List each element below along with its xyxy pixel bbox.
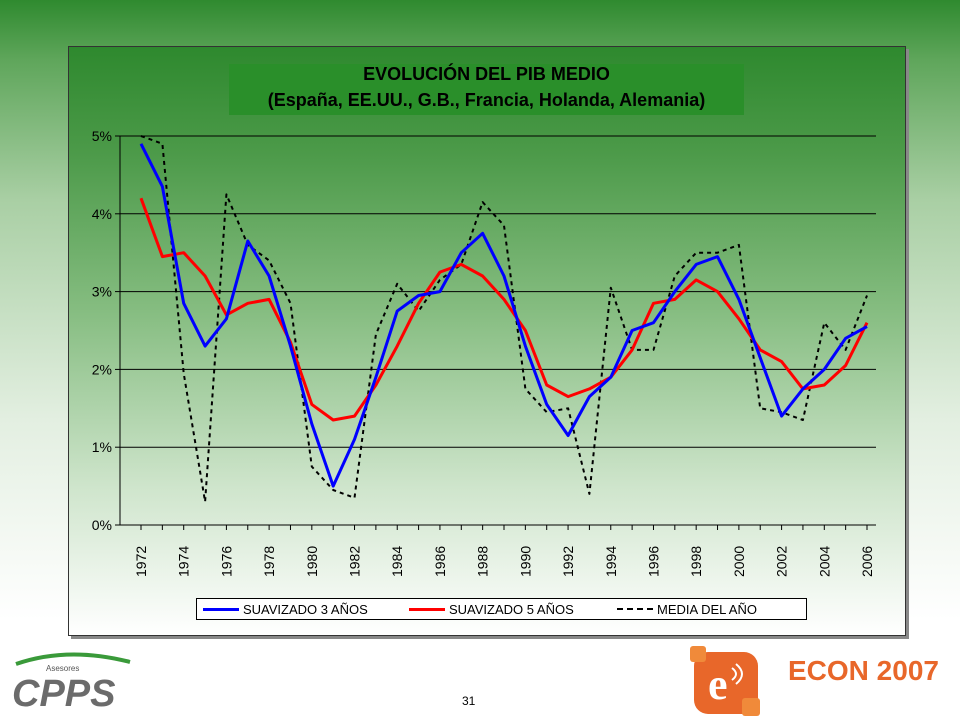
econ-wordmark: ECON 2007 bbox=[788, 655, 939, 686]
chart-title: EVOLUCIÓN DEL PIB MEDIO bbox=[363, 64, 610, 84]
chart-title-box bbox=[229, 64, 744, 115]
legend-label-3y: SUAVIZADO 3 AÑOS bbox=[243, 601, 368, 617]
x-tick-label: 1990 bbox=[517, 546, 533, 577]
cpps-caption: Asesores bbox=[46, 664, 79, 673]
series-line-5y bbox=[139, 197, 869, 422]
x-tick-label: 2004 bbox=[816, 546, 832, 577]
econ-badge-corner bbox=[690, 646, 706, 662]
x-tick-label: 2006 bbox=[859, 546, 875, 577]
x-tick-label: 1992 bbox=[560, 546, 576, 577]
x-tick-label: 1982 bbox=[347, 546, 363, 577]
chart-legend: SUAVIZADO 3 AÑOS SUAVIZADO 5 AÑOS MEDIA … bbox=[196, 598, 807, 620]
x-tick-label: 1998 bbox=[688, 546, 704, 577]
cpps-wordmark: CPPS bbox=[12, 673, 115, 714]
legend-swatch-5y bbox=[409, 607, 445, 611]
series-line-3y bbox=[139, 143, 868, 488]
legend-label-5y: SUAVIZADO 5 AÑOS bbox=[449, 601, 574, 617]
y-tick-label: 3% bbox=[92, 284, 112, 300]
cpps-arc bbox=[15, 652, 131, 666]
page-number: 31 bbox=[462, 694, 476, 708]
legend-item-3y: SUAVIZADO 3 AÑOS bbox=[203, 599, 368, 619]
signal-icon bbox=[731, 663, 743, 685]
series-line-media bbox=[140, 135, 868, 503]
x-tick-label: 1988 bbox=[475, 546, 491, 577]
y-tick-label: 1% bbox=[92, 439, 112, 455]
chart-subtitle: (España, EE.UU., G.B., Francia, Holanda,… bbox=[267, 90, 706, 110]
x-tick-label: 1980 bbox=[304, 546, 320, 577]
x-tick-label: 1976 bbox=[218, 546, 234, 577]
legend-item-media: MEDIA DEL AÑO bbox=[617, 599, 757, 619]
x-tick-label: 1994 bbox=[603, 546, 619, 577]
x-tick-label: 2000 bbox=[731, 546, 747, 577]
y-tick-label: 2% bbox=[92, 361, 112, 377]
x-tick-label: 1978 bbox=[261, 546, 277, 577]
legend-label-media: MEDIA DEL AÑO bbox=[657, 601, 757, 617]
legend-item-5y: SUAVIZADO 5 AÑOS bbox=[409, 599, 574, 619]
x-tick-label: 2002 bbox=[774, 546, 790, 577]
x-tick-label: 1974 bbox=[176, 546, 192, 577]
x-tick-label: 1986 bbox=[432, 546, 448, 577]
y-tick-label: 5% bbox=[92, 128, 112, 144]
x-tick-label: 1972 bbox=[133, 546, 149, 577]
x-tick-label: 1984 bbox=[389, 546, 405, 577]
x-tick-label: 1996 bbox=[645, 546, 661, 577]
legend-swatch-media bbox=[617, 608, 653, 610]
econ-badge bbox=[694, 652, 758, 714]
legend-swatch-3y bbox=[203, 607, 239, 611]
cpps-logo: Asesores CPPS bbox=[12, 652, 131, 714]
econ-badge-corner bbox=[742, 698, 760, 716]
y-tick-label: 0% bbox=[92, 517, 112, 533]
econ-letter: e bbox=[708, 660, 728, 709]
y-tick-label: 4% bbox=[92, 206, 112, 222]
econ-logo: e ECON 2007 bbox=[690, 646, 939, 716]
